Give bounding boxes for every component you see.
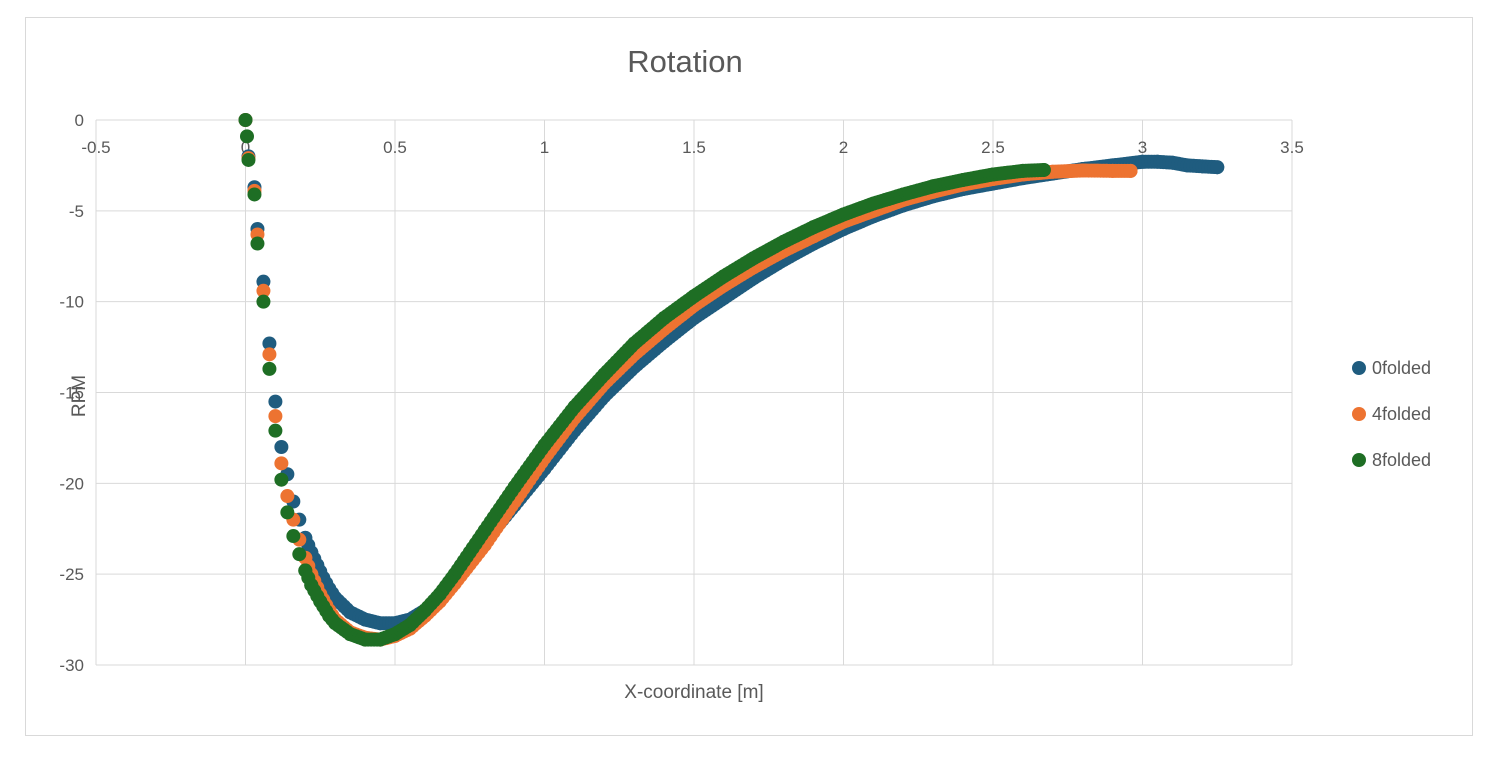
rotation-chart: Rotation -0.5 0 0.5 1 1.5 2 2.5 3 3.5 0 -5 -10 -15 -…: [59, 44, 1431, 703]
data-point: [256, 294, 271, 309]
y-axis-tick-labels: 0 -5 -10 -15 -20 -25 -30: [59, 111, 84, 675]
series-0folded: [238, 113, 1225, 631]
data-point: [268, 394, 283, 409]
y-axis-title: RPM: [69, 375, 90, 417]
x-tick-label: 0.5: [383, 138, 407, 157]
data-point: [274, 440, 289, 454]
legend-marker-8folded: [1352, 453, 1366, 467]
legend-label-0folded: 0folded: [1372, 358, 1431, 378]
legend: 0folded 4folded 8folded: [1352, 358, 1431, 470]
y-tick-label: -25: [59, 565, 84, 584]
legend-label-8folded: 8folded: [1372, 450, 1431, 470]
y-tick-label: 0: [75, 111, 84, 130]
data-point: [256, 283, 271, 298]
x-tick-label: 2: [839, 138, 848, 157]
data-point: [274, 456, 289, 471]
data-point: [280, 505, 295, 520]
x-axis-title: X-coordinate [m]: [624, 682, 763, 703]
x-tick-label: 0: [241, 138, 250, 157]
grid-lines: [95, 119, 1293, 666]
x-tick-label: -0.5: [81, 138, 110, 157]
data-point: [274, 472, 289, 487]
data-point: [286, 529, 301, 544]
y-tick-label: -5: [69, 202, 84, 221]
data-point: [1123, 163, 1138, 178]
x-tick-label: 1: [540, 138, 549, 157]
legend-marker-0folded: [1352, 361, 1366, 375]
data-point: [268, 423, 283, 438]
data-point: [241, 152, 256, 167]
y-tick-label: -10: [59, 293, 84, 312]
y-tick-label: -15: [59, 384, 84, 403]
x-tick-label: 1.5: [682, 138, 706, 157]
data-point: [239, 129, 254, 144]
data-point: [280, 489, 295, 504]
data-point: [292, 547, 307, 562]
x-tick-label: 3: [1138, 138, 1147, 157]
y-tick-label: -20: [59, 474, 84, 493]
data-point: [1036, 162, 1051, 177]
data-point: [262, 336, 277, 351]
data-point: [262, 347, 277, 362]
y-tick-label: -30: [59, 656, 84, 675]
chart-title: Rotation: [627, 44, 742, 79]
legend-marker-4folded: [1352, 407, 1366, 421]
data-point: [250, 236, 265, 251]
legend-label-4folded: 4folded: [1372, 404, 1431, 424]
data-point: [238, 113, 253, 127]
chart-frame: Rotation -0.5 0 0.5 1 1.5 2 2.5 3 3.5 0 -5 -10 -15 -…: [25, 17, 1473, 736]
x-tick-label: 3.5: [1280, 138, 1304, 157]
data-point: [247, 187, 262, 202]
data-point: [262, 361, 277, 376]
data-point: [1210, 160, 1225, 175]
x-axis-tick-labels: -0.5 0 0.5 1 1.5 2 2.5 3 3.5: [81, 138, 1303, 157]
x-tick-label: 2.5: [981, 138, 1005, 157]
data-points: [238, 113, 1225, 647]
data-point: [268, 409, 283, 424]
series-8folded: [238, 113, 1051, 647]
series-4folded: [238, 113, 1138, 647]
